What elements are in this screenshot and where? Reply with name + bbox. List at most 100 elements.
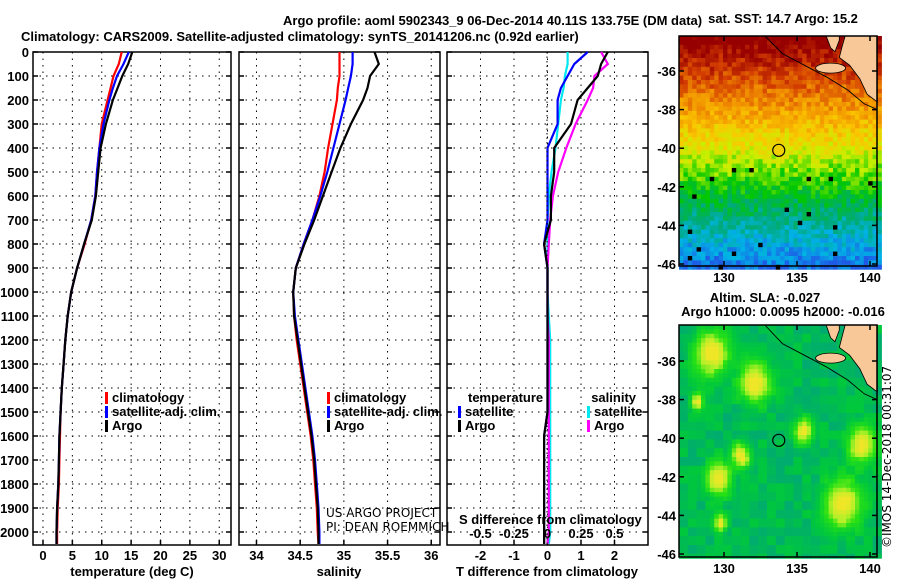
map-cell xyxy=(863,457,869,462)
map-cell xyxy=(767,132,772,138)
map-cell xyxy=(793,333,799,339)
map-cell xyxy=(718,247,724,253)
map-cell xyxy=(828,168,834,173)
map-cell xyxy=(789,351,794,357)
map-cell xyxy=(731,509,737,515)
map-cell xyxy=(833,102,838,107)
map-cell xyxy=(797,115,803,121)
map-cell xyxy=(727,234,733,239)
map-cell xyxy=(705,417,711,423)
map-cell xyxy=(749,260,755,266)
map-cell xyxy=(731,124,737,129)
map-cell xyxy=(833,364,838,370)
map-cell xyxy=(701,53,706,59)
map-cell xyxy=(859,203,865,209)
map-cell xyxy=(824,154,830,160)
map-cell xyxy=(762,523,768,528)
map-cell xyxy=(705,84,711,90)
map-cell xyxy=(837,80,843,85)
map-cell xyxy=(872,527,878,533)
map-cell xyxy=(793,360,799,366)
map-cell xyxy=(828,150,834,156)
map-cell xyxy=(696,97,702,103)
map-cell xyxy=(727,386,733,392)
map-cell xyxy=(806,75,812,81)
map-cell xyxy=(679,75,684,81)
map-cell xyxy=(833,88,838,94)
map-cell xyxy=(872,413,878,418)
map-cell xyxy=(723,190,728,195)
map-cell xyxy=(679,514,684,520)
map-cell xyxy=(868,408,874,414)
map-cell xyxy=(819,216,825,222)
map-cell xyxy=(683,426,689,432)
y-tick-label: 1400 xyxy=(0,381,29,396)
map-cell xyxy=(701,443,706,449)
map-cell xyxy=(802,531,808,537)
map-cell xyxy=(740,124,746,129)
map-cell xyxy=(797,430,803,436)
map-cell xyxy=(723,474,728,480)
map-cell xyxy=(723,115,728,121)
map-cell xyxy=(841,84,847,90)
map-cell xyxy=(679,399,684,405)
map-cell xyxy=(850,523,856,528)
map-cell xyxy=(780,487,786,493)
map-cell xyxy=(749,53,755,59)
map-cell xyxy=(811,404,816,410)
map-cell xyxy=(824,404,830,410)
map-cell xyxy=(780,523,786,528)
map-cell xyxy=(683,163,689,169)
map-cell xyxy=(877,163,882,169)
map-cell xyxy=(806,514,812,520)
map-cell xyxy=(687,132,693,138)
map-cell xyxy=(692,325,698,330)
map-cell xyxy=(868,264,874,270)
map-cell xyxy=(714,58,720,63)
map-cell xyxy=(802,369,808,374)
map-cell xyxy=(877,176,882,182)
map-cell xyxy=(758,234,764,239)
map-cell xyxy=(868,395,874,401)
map-cell xyxy=(815,154,821,160)
map-cell xyxy=(753,264,759,270)
map-cell xyxy=(683,457,689,462)
map-cell xyxy=(679,443,684,449)
map-cell xyxy=(718,523,724,528)
map-cell xyxy=(687,448,693,454)
map-cell xyxy=(762,102,768,107)
map-cell xyxy=(824,93,830,99)
map-cell xyxy=(758,71,764,77)
map-cell xyxy=(714,347,720,352)
y-tick-label: 800 xyxy=(7,237,29,252)
map-cell xyxy=(679,413,684,418)
map-cell xyxy=(828,238,834,244)
map-cell xyxy=(806,225,812,231)
map-cell xyxy=(683,256,689,261)
map-cell xyxy=(718,93,724,99)
map-cell xyxy=(828,399,834,405)
map-cell xyxy=(727,141,733,147)
map-cell xyxy=(736,347,742,352)
map-cell xyxy=(709,150,715,156)
map-cell xyxy=(802,212,808,217)
map-cell xyxy=(727,329,733,335)
map-cell xyxy=(775,66,781,72)
map-cell xyxy=(797,408,803,414)
map-cell xyxy=(762,382,768,388)
map-cell xyxy=(740,399,746,405)
map-cell xyxy=(819,260,825,266)
map-cell xyxy=(758,124,764,129)
map-cell xyxy=(727,238,733,244)
map-cell xyxy=(784,119,790,125)
map-cell xyxy=(718,435,724,440)
map-cell xyxy=(802,84,808,90)
map-cell xyxy=(679,408,684,414)
map-cell xyxy=(736,518,742,524)
map-cell xyxy=(819,329,825,335)
map-cell xyxy=(789,505,794,511)
map-cell xyxy=(797,386,803,392)
map-cell xyxy=(775,198,781,204)
map-cell xyxy=(696,36,702,41)
map-cell xyxy=(718,220,724,226)
